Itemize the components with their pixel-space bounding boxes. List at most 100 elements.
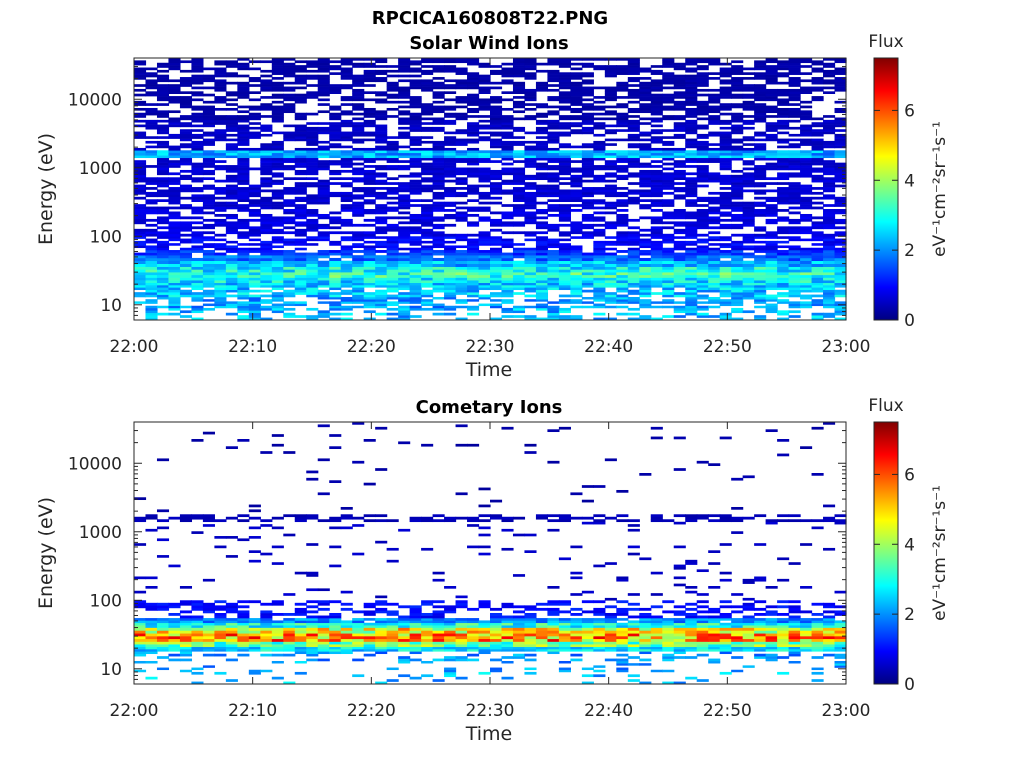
spectrogram-cell bbox=[490, 649, 503, 652]
spectrogram-cell bbox=[742, 282, 755, 286]
spectrogram-cell bbox=[742, 167, 755, 171]
spectrogram-cell bbox=[409, 247, 422, 251]
spectrogram-cell bbox=[501, 91, 514, 94]
spectrogram-cell bbox=[581, 289, 594, 293]
spectrogram-cell bbox=[616, 199, 629, 202]
spectrogram-cell bbox=[627, 100, 640, 104]
spectrogram-cell bbox=[490, 263, 503, 267]
spectrogram-cell bbox=[662, 285, 675, 288]
spectrogram-cell bbox=[363, 282, 376, 286]
spectrogram-cell bbox=[237, 117, 250, 121]
spectrogram-cell bbox=[455, 155, 468, 159]
spectrogram-cell bbox=[650, 209, 663, 212]
spectrogram-cell bbox=[363, 209, 376, 212]
spectrogram-cell bbox=[363, 177, 376, 181]
spectrogram-cell bbox=[731, 277, 744, 281]
spectrogram-cell bbox=[673, 187, 686, 190]
spectrogram-cell bbox=[490, 299, 503, 302]
spectrogram-cell bbox=[352, 233, 365, 237]
spectrogram-cell bbox=[294, 272, 307, 276]
spectrogram-cell bbox=[260, 289, 273, 293]
spectrogram-cell bbox=[340, 194, 353, 198]
spectrogram-cell bbox=[581, 674, 594, 678]
spectrogram-cell bbox=[639, 162, 652, 166]
spectrogram-cell bbox=[788, 98, 801, 102]
spectrogram-cell bbox=[662, 172, 675, 176]
spectrogram-cell bbox=[168, 312, 181, 316]
spectrogram-cell bbox=[524, 285, 537, 288]
spectrogram-cell bbox=[731, 296, 744, 300]
spectrogram-cell bbox=[248, 272, 261, 276]
spectrogram-cell bbox=[455, 187, 468, 190]
spectrogram-cell bbox=[731, 88, 744, 92]
spectrogram-cell bbox=[444, 191, 457, 195]
spectrogram-cell bbox=[375, 69, 388, 73]
spectrogram-cell bbox=[283, 204, 296, 207]
spectrogram-cell bbox=[834, 81, 847, 85]
spectrogram-cell bbox=[650, 245, 663, 249]
spectrogram-cell bbox=[260, 226, 273, 230]
spectrogram-cell bbox=[754, 150, 767, 154]
spectrogram-cell bbox=[375, 58, 388, 61]
spectrogram-cell bbox=[627, 60, 640, 64]
spectrogram-cell bbox=[329, 124, 342, 128]
spectrogram-cell bbox=[708, 172, 721, 176]
spectrogram-cell bbox=[490, 143, 503, 146]
spectrogram-cell bbox=[467, 247, 480, 251]
spectrogram-cell bbox=[467, 62, 480, 66]
spectrogram-cell bbox=[616, 174, 629, 178]
spectrogram-cell bbox=[754, 115, 767, 118]
spectrogram-cell bbox=[225, 191, 238, 195]
spectrogram-cell bbox=[363, 182, 376, 185]
spectrogram-cell bbox=[811, 62, 824, 66]
spectrogram-cell bbox=[754, 269, 767, 273]
spectrogram-cell bbox=[742, 138, 755, 142]
spectrogram-cell bbox=[650, 119, 663, 123]
spectrogram-cell bbox=[754, 294, 767, 298]
spectrogram-cell bbox=[421, 140, 434, 144]
spectrogram-cell bbox=[156, 152, 170, 156]
spectrogram-cell bbox=[409, 143, 422, 146]
spectrogram-cell bbox=[777, 145, 790, 149]
spectrogram-cell bbox=[398, 69, 411, 73]
spectrogram-cell bbox=[156, 236, 170, 239]
spectrogram-cell bbox=[409, 189, 422, 193]
spectrogram-cell bbox=[558, 122, 571, 125]
spectrogram-cell bbox=[823, 216, 836, 220]
spectrogram-cell bbox=[650, 160, 663, 163]
spectrogram-cell bbox=[650, 247, 663, 251]
spectrogram-cell bbox=[386, 280, 399, 284]
spectrogram-cell bbox=[317, 191, 330, 195]
spectrogram-cell bbox=[719, 218, 732, 222]
spectrogram-cell bbox=[409, 228, 422, 232]
spectrogram-cell bbox=[524, 269, 537, 273]
spectrogram-cell bbox=[777, 177, 790, 181]
spectrogram-cell bbox=[306, 196, 319, 200]
spectrogram-cell bbox=[340, 305, 353, 309]
spectrogram-cell bbox=[352, 93, 365, 97]
spectrogram-cell bbox=[512, 187, 526, 190]
spectrogram-cell bbox=[777, 218, 790, 222]
spectrogram-cell bbox=[731, 115, 744, 118]
spectrogram-cell bbox=[271, 179, 284, 183]
spectrogram-cell bbox=[811, 226, 824, 230]
spectrogram-cell bbox=[834, 317, 847, 321]
spectrogram-cell bbox=[788, 60, 801, 64]
spectrogram-cell bbox=[467, 649, 480, 652]
spectrogram-cell bbox=[731, 223, 744, 227]
spectrogram-cell bbox=[662, 656, 675, 659]
spectrogram-cell bbox=[294, 282, 307, 286]
spectrogram-cell bbox=[260, 196, 273, 200]
spectrogram-cell bbox=[134, 103, 147, 106]
spectrogram-cell bbox=[398, 646, 411, 650]
spectrogram-cell bbox=[811, 277, 824, 281]
spectrogram-cell bbox=[432, 152, 445, 156]
spectrogram-cell bbox=[409, 299, 422, 302]
spectrogram-cell bbox=[777, 124, 790, 128]
spectrogram-cell bbox=[237, 274, 250, 278]
spectrogram-cell bbox=[168, 305, 181, 309]
spectrogram-cell bbox=[260, 177, 273, 181]
spectrogram-cell bbox=[444, 162, 457, 166]
spectrogram-cell bbox=[202, 100, 215, 104]
spectrogram-cell bbox=[225, 62, 238, 66]
